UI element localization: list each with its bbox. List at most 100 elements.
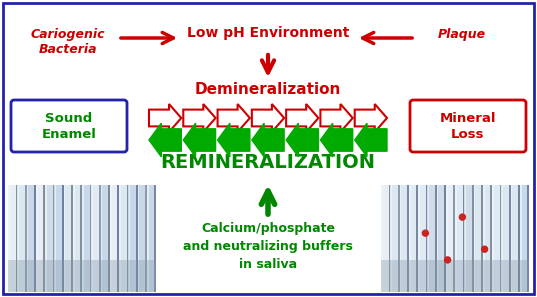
FancyBboxPatch shape	[11, 100, 127, 152]
FancyArrow shape	[149, 104, 182, 132]
Bar	[119, 185, 127, 292]
FancyArrow shape	[321, 123, 353, 157]
Bar	[474, 185, 481, 292]
Bar	[499, 185, 501, 292]
Circle shape	[423, 230, 429, 236]
Bar	[91, 185, 99, 292]
Bar	[455, 185, 462, 292]
Bar	[483, 185, 490, 292]
Bar	[389, 185, 390, 292]
Bar	[36, 185, 38, 292]
Bar	[100, 185, 108, 292]
Bar	[138, 185, 139, 292]
Bar	[490, 185, 492, 292]
Bar	[99, 185, 100, 292]
Bar	[71, 185, 72, 292]
Circle shape	[445, 257, 451, 263]
FancyArrow shape	[183, 104, 215, 132]
Bar	[453, 185, 455, 292]
Bar	[145, 185, 147, 292]
Bar	[391, 185, 392, 292]
Bar	[418, 185, 420, 292]
Text: Cariogenic
Bacteria: Cariogenic Bacteria	[31, 28, 105, 56]
FancyArrow shape	[355, 104, 387, 132]
Circle shape	[459, 214, 466, 220]
FancyArrow shape	[217, 104, 250, 132]
Bar	[27, 185, 28, 292]
Bar	[18, 185, 19, 292]
Bar	[83, 185, 84, 292]
Bar	[90, 185, 91, 292]
Bar	[444, 185, 446, 292]
Bar	[435, 185, 437, 292]
Bar	[25, 185, 26, 292]
Bar	[502, 185, 503, 292]
Bar	[8, 185, 16, 292]
Bar	[381, 185, 529, 292]
Bar	[110, 185, 118, 292]
Bar	[381, 260, 529, 292]
Bar	[501, 185, 509, 292]
Bar	[62, 185, 63, 292]
FancyArrow shape	[149, 123, 182, 157]
Bar	[108, 185, 110, 292]
Bar	[381, 185, 383, 292]
Bar	[26, 185, 34, 292]
FancyArrow shape	[355, 123, 387, 157]
Text: Calcium/phosphate
and neutralizing buffers
in saliva: Calcium/phosphate and neutralizing buffe…	[183, 222, 353, 271]
Bar	[527, 185, 529, 292]
FancyArrow shape	[252, 123, 284, 157]
Bar	[427, 185, 429, 292]
Bar	[437, 185, 438, 292]
Bar	[118, 185, 119, 292]
Bar	[129, 185, 130, 292]
Bar	[398, 185, 400, 292]
Bar	[136, 185, 137, 292]
Bar	[73, 185, 75, 292]
Bar	[45, 185, 53, 292]
Bar	[474, 185, 475, 292]
Bar	[518, 185, 520, 292]
Bar	[8, 260, 156, 292]
Bar	[437, 185, 444, 292]
FancyArrow shape	[321, 104, 353, 132]
Bar	[400, 185, 407, 292]
Bar	[416, 185, 418, 292]
Bar	[72, 185, 81, 292]
Bar	[483, 185, 484, 292]
Bar	[427, 185, 435, 292]
Bar	[147, 185, 154, 292]
Bar	[481, 185, 483, 292]
Bar	[128, 185, 136, 292]
Bar	[34, 185, 36, 292]
FancyArrow shape	[252, 104, 284, 132]
Bar	[426, 185, 427, 292]
Bar	[465, 185, 466, 292]
Bar	[409, 185, 416, 292]
Bar	[92, 185, 93, 292]
Bar	[472, 185, 474, 292]
Text: REMINERALIZATION: REMINERALIZATION	[161, 153, 375, 172]
Bar	[17, 185, 25, 292]
Bar	[43, 185, 45, 292]
Bar	[82, 185, 90, 292]
Text: Demineralization: Demineralization	[195, 82, 341, 97]
FancyArrow shape	[217, 123, 250, 157]
Circle shape	[482, 246, 488, 252]
Bar	[381, 185, 389, 292]
Text: Sound
Enamel: Sound Enamel	[41, 111, 97, 140]
Bar	[36, 185, 43, 292]
FancyBboxPatch shape	[3, 3, 534, 294]
FancyArrow shape	[286, 104, 318, 132]
Bar	[64, 185, 66, 292]
Bar	[511, 185, 518, 292]
Bar	[46, 185, 47, 292]
Bar	[455, 185, 457, 292]
Bar	[16, 185, 17, 292]
Bar	[127, 185, 128, 292]
Bar	[446, 185, 448, 292]
Bar	[462, 185, 465, 292]
Bar	[147, 185, 149, 292]
Bar	[54, 185, 62, 292]
FancyBboxPatch shape	[410, 100, 526, 152]
